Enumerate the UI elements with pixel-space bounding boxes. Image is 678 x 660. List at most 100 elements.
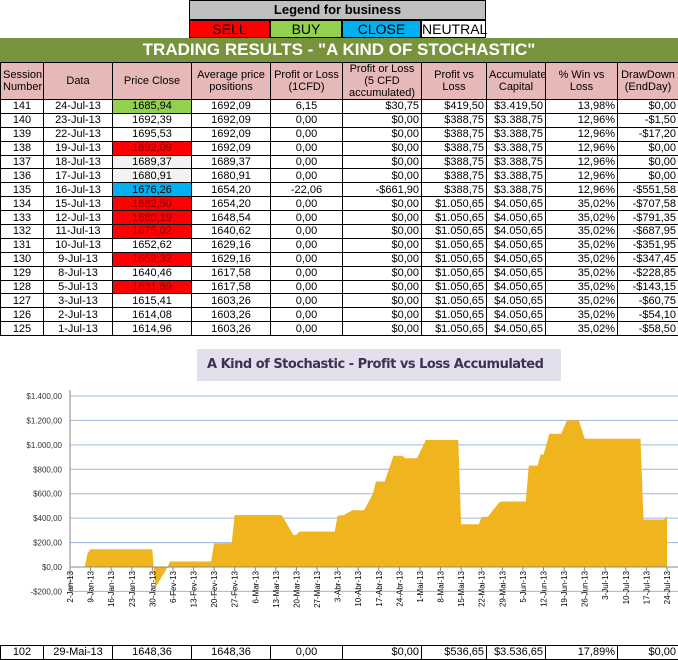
table-cell: 102 — [1, 646, 44, 660]
table-cell: 125 — [1, 322, 44, 336]
table-cell: 131 — [1, 238, 44, 252]
x-tick-label: 23-Jan-13 — [128, 570, 137, 607]
table-cell: 2-Jul-13 — [44, 308, 113, 322]
table-cell: 1676,26 — [113, 183, 192, 197]
y-tick-label: -$200,00 — [30, 587, 62, 596]
column-header: Profit vs Loss — [422, 63, 487, 100]
table-cell: 23-Jul-13 — [44, 113, 113, 127]
table-cell: $419,50 — [422, 100, 487, 114]
legend-buy: BUY — [270, 20, 342, 38]
table-cell: $1.050,65 — [422, 294, 487, 308]
table-cell: 12,96% — [546, 169, 618, 183]
table-cell: 1685,94 — [113, 100, 192, 114]
table-cell: 1603,26 — [192, 322, 271, 336]
table-cell: 1652,62 — [113, 238, 192, 252]
table-cell: 12,96% — [546, 141, 618, 155]
table-cell: 35,02% — [546, 197, 618, 211]
x-tick-label: 8-Mai-13 — [437, 570, 446, 602]
table-cell: 0,00 — [271, 155, 343, 169]
table-cell: 35,02% — [546, 280, 618, 294]
x-tick-label: 13-Fev-13 — [190, 570, 199, 607]
table-cell: 1640,46 — [113, 266, 192, 280]
table-cell: 128 — [1, 280, 44, 294]
x-tick-label: 16-Jan-13 — [107, 570, 116, 607]
table-cell: 0,00 — [271, 280, 343, 294]
column-header: Profit or Loss (5 CFD accumulated) — [343, 63, 422, 100]
table-cell: $0,00 — [343, 211, 422, 225]
table-cell: $0,00 — [618, 100, 678, 114]
table-cell: 10-Jul-13 — [44, 238, 113, 252]
table-cell: 1692,39 — [113, 113, 192, 127]
table-cell: $388,75 — [422, 169, 487, 183]
table-cell: 17,89% — [546, 646, 618, 660]
table-cell: 15-Jul-13 — [44, 197, 113, 211]
table-cell: $4.050,65 — [487, 308, 546, 322]
table-cell: 141 — [1, 100, 44, 114]
table-cell: $536,65 — [422, 646, 487, 660]
table-cell: 1648,36 — [113, 646, 192, 660]
table-cell: $3.536,65 — [487, 646, 546, 660]
table-cell: -$54,10 — [618, 308, 678, 322]
table-cell: 1689,37 — [113, 155, 192, 169]
table-cell: $0,00 — [343, 238, 422, 252]
table-cell: 1692,09 — [192, 141, 271, 155]
table-cell: -$347,45 — [618, 252, 678, 266]
table-cell: $0,00 — [618, 155, 678, 169]
table-cell: $388,75 — [422, 183, 487, 197]
table-cell: 1615,41 — [113, 294, 192, 308]
table-cell: 0,00 — [271, 294, 343, 308]
x-tick-label: 9-Jan-13 — [87, 570, 96, 602]
table-cell: 1629,16 — [192, 238, 271, 252]
table-cell: 1654,20 — [192, 197, 271, 211]
table-cell: -$228,85 — [618, 266, 678, 280]
table-cell: 0,00 — [271, 266, 343, 280]
table-cell: 1617,58 — [192, 266, 271, 280]
table-cell: $0,00 — [343, 322, 422, 336]
table-cell: 12,96% — [546, 127, 618, 141]
table-cell: 130 — [1, 252, 44, 266]
table-cell: $1.050,65 — [422, 211, 487, 225]
table-cell: 1692,09 — [192, 113, 271, 127]
table-cell: 8-Jul-13 — [44, 266, 113, 280]
table-cell: 19-Jul-13 — [44, 141, 113, 155]
x-tick-label: 10-Jul-13 — [622, 570, 631, 604]
table-cell: $1.050,65 — [422, 238, 487, 252]
table-cell: $0,00 — [618, 646, 678, 660]
table-cell: $0,00 — [343, 294, 422, 308]
table-cell: $1.050,65 — [422, 252, 487, 266]
table-cell: 3-Jul-13 — [44, 294, 113, 308]
table-cell: $0,00 — [618, 141, 678, 155]
y-tick-label: $0,00 — [42, 563, 63, 572]
table-cell: 0,00 — [271, 127, 343, 141]
x-tick-label: 29-Mai-13 — [498, 570, 507, 607]
table-cell: $4.050,65 — [487, 322, 546, 336]
table-cell: 1603,26 — [192, 308, 271, 322]
table-cell: 35,02% — [546, 266, 618, 280]
table-cell: 9-Jul-13 — [44, 252, 113, 266]
table-cell: 12,96% — [546, 155, 618, 169]
y-tick-label: $1.000,00 — [26, 441, 62, 450]
table-cell: 18-Jul-13 — [44, 155, 113, 169]
table-cell: 0,00 — [271, 225, 343, 239]
x-tick-label: 30-Jan-13 — [148, 570, 157, 607]
table-cell: $388,75 — [422, 113, 487, 127]
table-cell: 1648,36 — [192, 646, 271, 660]
table-cell: $0,00 — [343, 252, 422, 266]
table-cell: $1.050,65 — [422, 266, 487, 280]
table-cell: $0,00 — [343, 141, 422, 155]
table-cell: 1640,62 — [192, 225, 271, 239]
column-header: Data — [44, 63, 113, 100]
table-cell: -$707,58 — [618, 197, 678, 211]
table-cell: 137 — [1, 155, 44, 169]
